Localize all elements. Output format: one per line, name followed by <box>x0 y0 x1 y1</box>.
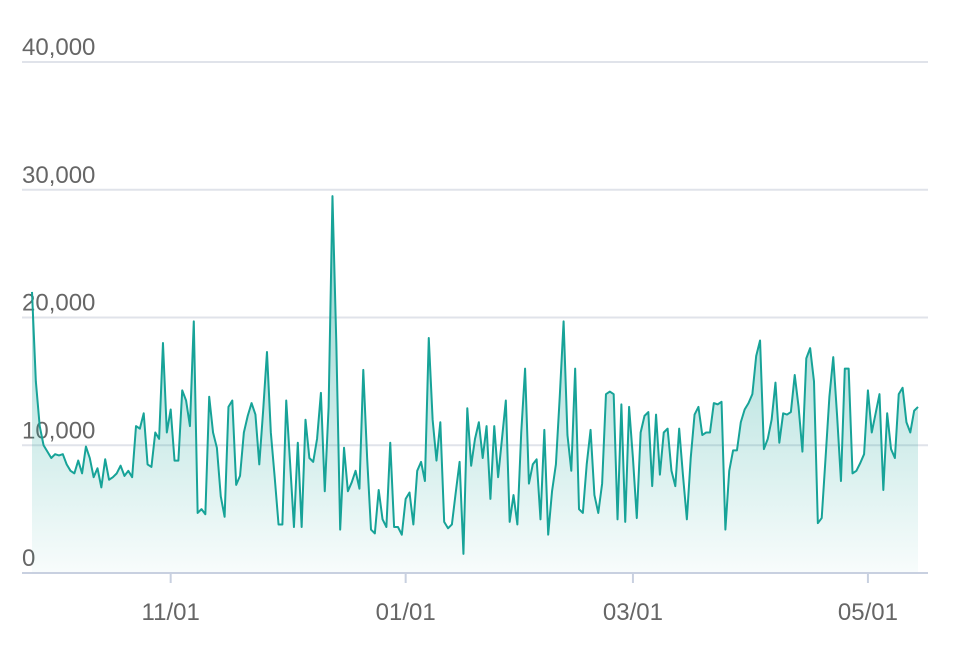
y-tick-label: 40,000 <box>22 34 95 61</box>
x-tick-label: 03/01 <box>603 599 663 626</box>
area-fill <box>32 196 918 573</box>
y-tick-label: 20,000 <box>22 290 95 317</box>
x-tick-label: 11/01 <box>142 599 200 626</box>
x-tick-label: 05/01 <box>838 599 898 626</box>
series-line <box>31 195 919 555</box>
y-tick-label: 30,000 <box>22 162 95 189</box>
x-tick-label: 01/01 <box>376 599 436 626</box>
